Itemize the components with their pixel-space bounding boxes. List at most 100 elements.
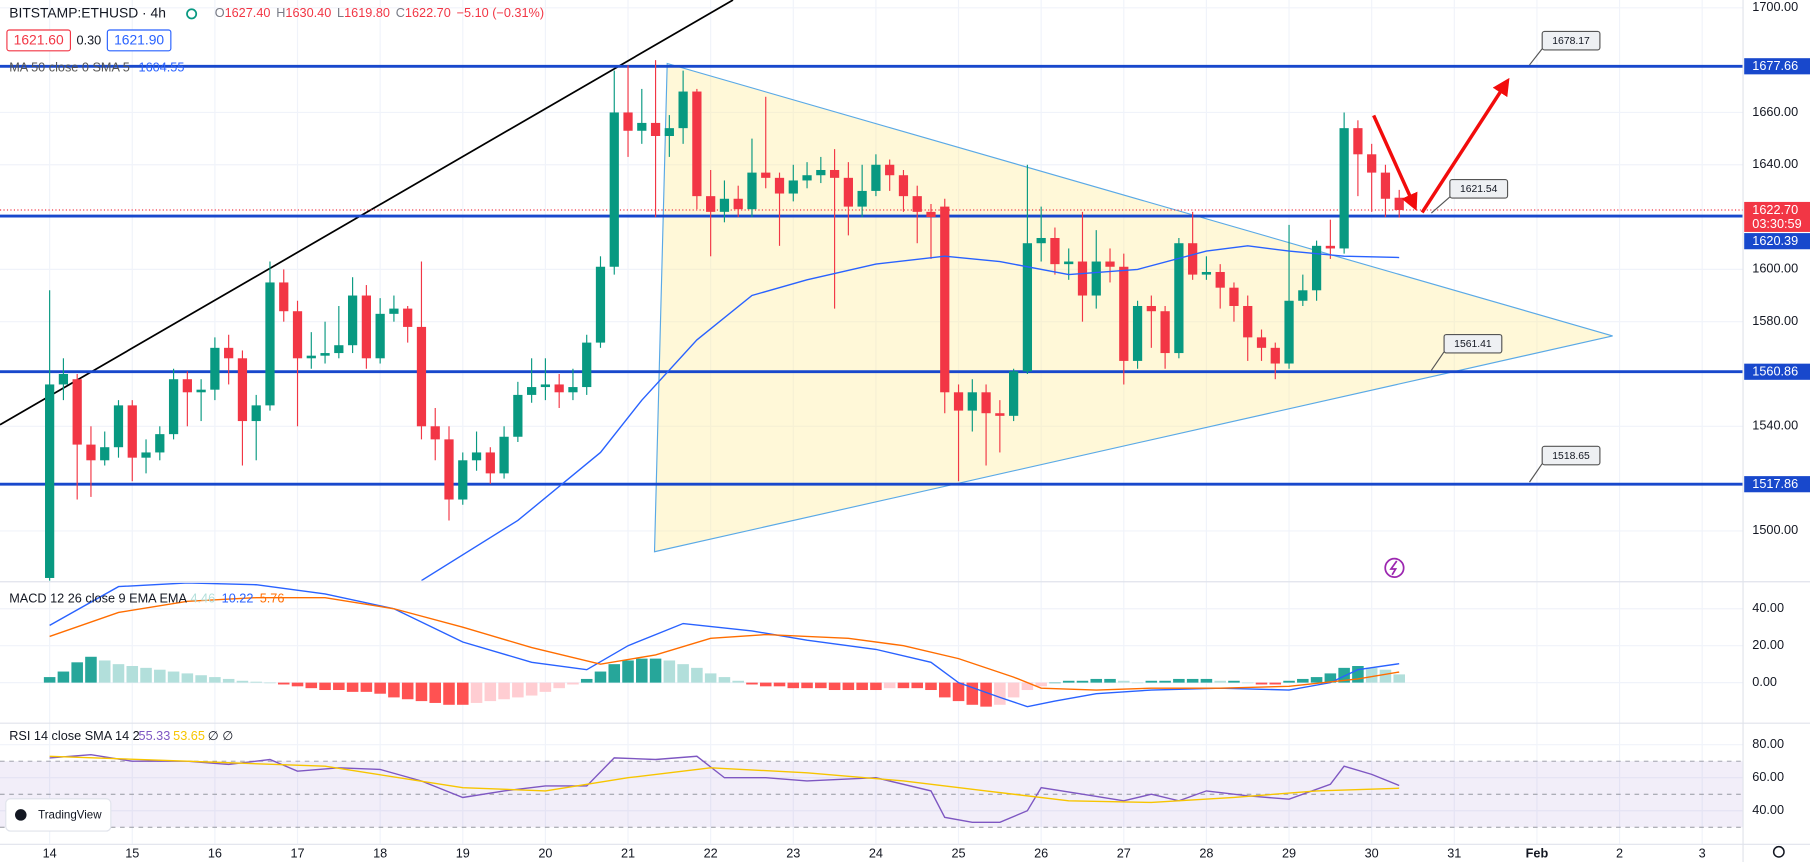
candle-body [1022,243,1033,372]
macd-histogram-bar [622,660,634,683]
candle-body [58,373,69,385]
macd-histogram-bar [1228,680,1240,683]
candle-body [485,452,495,474]
macd-histogram-bar [1338,667,1350,683]
candle-body [1284,300,1294,364]
macd-histogram-bar [1379,669,1392,683]
macd-histogram-bar [415,682,428,702]
callout-label: 1561.41 [1454,339,1492,350]
y-tick-label: 60.00 [1752,770,1784,784]
x-tick-label: 24 [869,847,883,861]
level-label-box [1744,476,1810,493]
macd-histogram-bar [333,682,345,691]
macd-histogram-bar [43,677,56,683]
candle-body [1229,287,1239,306]
candle-body [1367,154,1377,173]
candle-body [513,394,523,437]
arrow-up [1420,77,1510,214]
rsi-line [49,755,1400,804]
macd-histogram-bar [952,682,965,702]
macd-histogram-bar [870,682,882,691]
macd-histogram-bar [649,658,662,683]
watermark-logo [15,809,27,821]
indicator-value: 10.22 [222,591,254,605]
x-tick-label: 23 [786,847,800,861]
moving-average [421,245,1400,581]
callout-pointer [1529,48,1543,66]
macd-histogram-bar [443,682,455,705]
candle-body [403,308,413,327]
macd-histogram-bar [1131,682,1144,684]
candle-body [141,452,151,458]
callout-pointer [1430,196,1451,214]
candle-body [650,122,661,136]
candle-body [1174,243,1184,354]
candle-body [210,347,220,390]
candle-body [774,177,785,194]
macd-histogram-bar [209,677,221,683]
callout-label: 1518.65 [1552,451,1590,462]
x-tick-label: 16 [208,847,222,861]
ohlc-header: O1627.40 H1630.40 L1619.80 C1622.70 −5.10 (−… [215,6,544,20]
macd-histogram-bar [815,682,827,689]
candle-body [182,379,192,393]
macd-histogram-bar [994,682,1006,705]
macd-histogram-bar [236,680,249,683]
macd-histogram-bar [1173,678,1185,683]
macd-histogram-bar [1076,680,1089,683]
candle-body [1394,197,1404,211]
symbol-title: BITSTAMP:ETHUSD · 4h [9,5,166,21]
settings-icon[interactable] [1772,845,1785,858]
level-label-box [1744,363,1810,380]
candle-body [334,345,344,354]
candle-body [527,387,537,395]
candle-body [100,447,110,461]
y-tick-label: 40.00 [1752,803,1784,817]
macd-histogram-bar [966,682,979,705]
candle-body [1353,128,1363,155]
macd-histogram-bar [553,682,565,689]
macd-histogram-bar [1118,680,1130,683]
candle-body [568,387,578,393]
macd-histogram-bar [1090,678,1103,683]
macd-histogram-bar [1365,667,1378,683]
candle-body [940,206,950,393]
candle-body [995,413,1005,416]
candle-body [86,444,96,461]
level-label: 1677.66 [1752,59,1798,73]
macd-histogram-bar [126,666,139,683]
macd-histogram-bar [1214,680,1226,683]
x-tick-label: 28 [1199,847,1213,861]
macd-histogram-bar [222,678,235,683]
macd-histogram-bar [498,682,510,700]
macd-histogram-bar [911,682,923,689]
macd-histogram-bar [525,682,538,696]
candle-body [857,190,867,207]
callout-box [1541,445,1601,466]
macd-histogram-bar [484,682,497,702]
level-label-box [1744,233,1810,250]
candle-body [692,91,702,197]
candle-body [967,392,977,411]
macd-histogram-bar [773,682,786,687]
alert-icon[interactable] [1384,557,1405,578]
macd-histogram-bar [594,671,607,683]
watermark-box[interactable] [5,798,112,832]
candle-body [1325,245,1335,249]
arrow-down [1372,114,1418,211]
macd-histogram-bar [346,682,359,692]
y-tick-label: 1600.00 [1752,262,1798,276]
candle-body [788,180,798,194]
x-tick-label: 25 [951,847,965,861]
x-tick-label: 3 [1699,847,1706,861]
macd-histogram-bar [1159,680,1171,683]
macd-histogram-bar [57,671,70,683]
ma-legend-value: 1604.55 [139,60,185,74]
macd-histogram-bar [663,660,676,683]
ohlc-key: C [396,6,405,20]
macd-histogram-bar [883,682,896,689]
indicator-value: ∅ ∅ [208,729,234,743]
ohlc-value: 1622.70 [405,6,451,20]
